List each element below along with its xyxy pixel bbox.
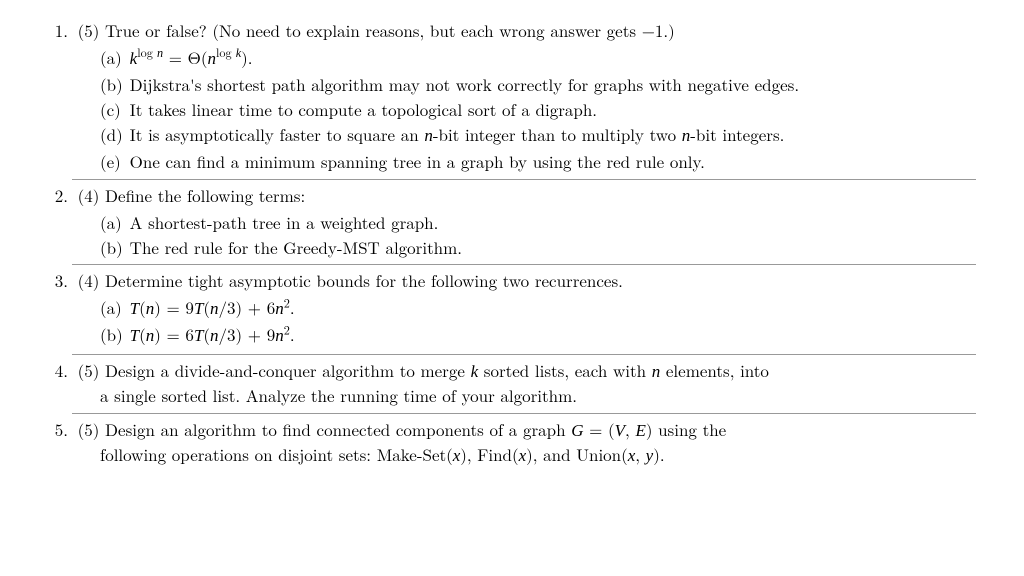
q2-item-a: (a) A shortest-path tree in a weighted g… <box>100 211 976 234</box>
q2a-text: A shortest-path tree in a weighted graph… <box>130 210 439 234</box>
question-5: 5. (5) Design an algorithm to find conne… <box>72 413 976 468</box>
q1-item-b: (b) Dijkstra's shortest path algorithm m… <box>100 73 976 96</box>
q2a-label: (a) <box>100 211 124 234</box>
q1c-text: It takes linear time to compute a topolo… <box>130 97 597 121</box>
question-3: 3. (4) Determine tight asymptotic bounds… <box>72 264 976 348</box>
q1d-label: (d) <box>100 123 124 146</box>
q1-stem-prefix: (5) True or false? (No need to explain r… <box>78 18 642 42</box>
q5-line2: following operations on disjoint sets: M… <box>72 443 976 468</box>
q3-number: 3. <box>44 269 68 292</box>
q1e-text: One can find a minimum spanning tree in … <box>130 149 705 173</box>
q3b-math: T(n) = 6T(n/3) + 9n2. <box>130 322 295 346</box>
q3-stem: (4) Determine tight asymptotic bounds fo… <box>78 268 623 292</box>
q1a-math: klog n = Θ(nlog k). <box>130 45 253 69</box>
q3a-label: (a) <box>100 296 124 319</box>
q1-number: 1. <box>44 19 68 42</box>
question-4: 4. (5) Design a divide-and-conquer algor… <box>72 354 976 407</box>
q5-number: 5. <box>44 418 68 441</box>
question-1: 1. (5) True or false? (No need to explai… <box>72 14 976 173</box>
q2-item-b: (b) The red rule for the Greedy-MST algo… <box>100 236 976 259</box>
q1-item-c: (c) It takes linear time to compute a to… <box>100 98 976 121</box>
q1-item-e: (e) One can find a minimum spanning tree… <box>100 150 976 173</box>
q3-item-a: (a) T(n) = 9T(n/3) + 6n2. <box>100 296 976 321</box>
q1-item-d: (d) It is asymptotically faster to squar… <box>100 123 976 148</box>
q3b-label: (b) <box>100 323 124 346</box>
q3-item-b: (b) T(n) = 6T(n/3) + 9n2. <box>100 323 976 348</box>
question-2: 2. (4) Define the following terms: (a) A… <box>72 179 976 259</box>
q1-stem-suffix: .) <box>663 18 674 42</box>
q4-line2: a single sorted list. Analyze the runnin… <box>72 384 976 407</box>
q1c-label: (c) <box>100 98 124 121</box>
q1d-text: It is asymptotically faster to square an… <box>130 122 785 146</box>
q4-line1: (5) Design a divide-and-conquer algorith… <box>78 358 769 382</box>
q1a-label: (a) <box>100 46 124 69</box>
q4-number: 4. <box>44 359 68 382</box>
q2b-label: (b) <box>100 236 124 259</box>
q1e-label: (e) <box>100 150 124 173</box>
q2b-text: The red rule for the Greedy-MST algorith… <box>130 235 462 259</box>
q1-neg1: −1 <box>642 18 664 42</box>
q1b-text: Dijkstra's shortest path algorithm may n… <box>130 72 799 96</box>
q2-number: 2. <box>44 184 68 207</box>
q5-line1: (5) Design an algorithm to find connecte… <box>78 417 727 441</box>
q1-item-a: (a) klog n = Θ(nlog k). <box>100 46 976 71</box>
q2-stem: (4) Define the following terms: <box>78 183 306 207</box>
q3a-math: T(n) = 9T(n/3) + 6n2. <box>130 295 295 319</box>
q1b-label: (b) <box>100 73 124 96</box>
